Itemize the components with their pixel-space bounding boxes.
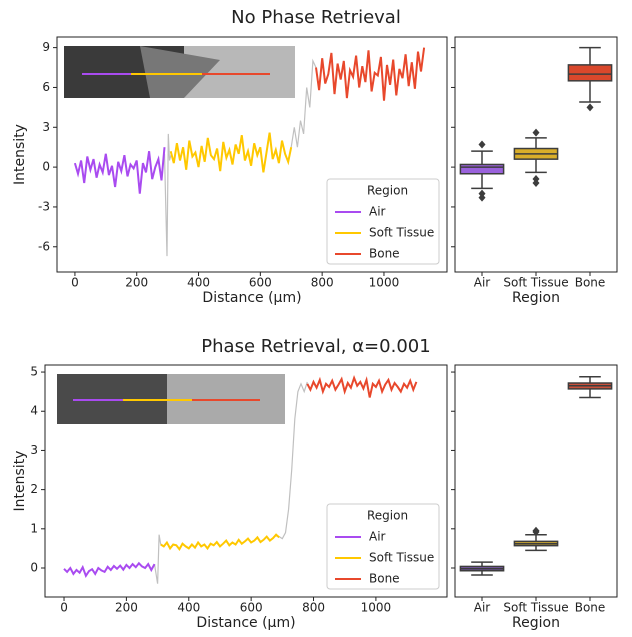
y-tick-label: 9 xyxy=(42,40,50,54)
series-line xyxy=(163,58,317,257)
y-tick-label: 3 xyxy=(30,443,38,457)
x-tick-label: 600 xyxy=(240,601,263,615)
flier xyxy=(532,179,540,188)
legend-title: Region xyxy=(367,509,408,523)
x-axis-label: Distance (μm) xyxy=(202,290,301,306)
box xyxy=(459,163,505,175)
panel: -6 -3 0 3 6 9 No Phase Retrieval Distance (μm) I… xyxy=(12,7,448,306)
flier xyxy=(532,526,540,535)
legend-label: Air xyxy=(369,205,386,219)
y-tick-label: 5 xyxy=(30,365,38,379)
x-tick-label: 0 xyxy=(71,276,79,290)
legend-label: Soft Tissue xyxy=(369,551,434,565)
series-line xyxy=(160,533,280,551)
plot-frame xyxy=(44,364,448,598)
x-tick-label: Soft Tissue xyxy=(503,601,568,615)
series-line xyxy=(153,381,308,584)
series-line xyxy=(73,147,166,194)
legend-label: Soft Tissue xyxy=(369,226,434,240)
x-tick-label: 600 xyxy=(249,276,272,290)
legend-box xyxy=(326,503,440,590)
x-tick-label: 0 xyxy=(60,601,68,615)
legend-box xyxy=(326,178,440,265)
y-tick-label: 0 xyxy=(30,561,38,575)
x-axis-label: Region xyxy=(512,290,560,306)
y-tick-label: 0 xyxy=(42,160,50,174)
flier xyxy=(478,140,486,149)
x-tick-label: Bone xyxy=(575,601,606,615)
inset-edge xyxy=(140,46,220,98)
x-tick-label: 200 xyxy=(115,601,138,615)
series-line xyxy=(315,47,426,101)
flier xyxy=(586,103,594,112)
x-tick-label: 800 xyxy=(302,601,325,615)
inset-image xyxy=(64,46,295,98)
plot-frame xyxy=(56,36,448,273)
y-tick-label: 2 xyxy=(30,482,38,496)
plot-frame xyxy=(454,36,618,273)
x-tick-label: Soft Tissue xyxy=(503,276,568,290)
x-tick-label: Air xyxy=(474,601,491,615)
x-tick-label: 1000 xyxy=(361,601,392,615)
box xyxy=(567,64,613,82)
inset-image xyxy=(57,374,285,424)
x-tick-label: Bone xyxy=(575,276,606,290)
y-tick-label: -3 xyxy=(38,199,50,213)
x-tick-label: 200 xyxy=(125,276,148,290)
plot-frame xyxy=(454,364,618,598)
x-tick-label: 800 xyxy=(311,276,334,290)
y-tick-label: 3 xyxy=(42,120,50,134)
y-tick-label: 6 xyxy=(42,80,50,94)
y-tick-label: 4 xyxy=(30,404,38,418)
flier xyxy=(532,128,540,137)
chart-title: No Phase Retrieval xyxy=(231,7,401,28)
y-axis-label: Intensity xyxy=(12,451,28,512)
x-tick-label: 400 xyxy=(187,276,210,290)
legend-label: Bone xyxy=(369,572,400,586)
panel: 0 1 2 3 4 5 Phase Retrieval, α=0.001 Distance (… xyxy=(12,336,448,631)
x-tick-label: Air xyxy=(474,276,491,290)
series-line xyxy=(63,561,156,578)
x-axis-label: Distance (μm) xyxy=(196,615,295,631)
panel: Region Air Soft Tissue Bone xyxy=(451,36,618,306)
legend-title: Region xyxy=(367,184,408,198)
flier xyxy=(478,193,486,202)
legend-label: Bone xyxy=(369,247,400,261)
series-line xyxy=(306,374,418,398)
panel: Region Air Soft Tissue Bone xyxy=(451,364,618,631)
series-line xyxy=(169,132,293,173)
x-tick-label: 400 xyxy=(177,601,200,615)
y-axis-label: Intensity xyxy=(12,124,28,185)
y-tick-label: 1 xyxy=(30,521,38,535)
x-tick-label: 1000 xyxy=(369,276,400,290)
x-axis-label: Region xyxy=(512,615,560,631)
legend-label: Air xyxy=(369,530,386,544)
chart-title: Phase Retrieval, α=0.001 xyxy=(201,336,430,357)
y-tick-label: -6 xyxy=(38,239,50,253)
